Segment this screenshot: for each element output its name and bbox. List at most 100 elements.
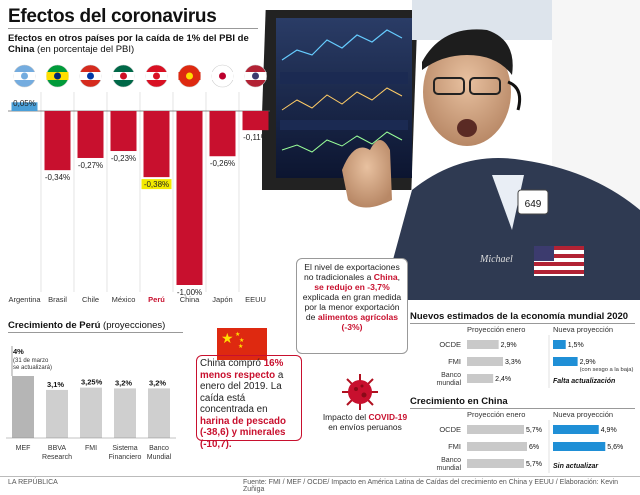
- peru-rule: [8, 332, 183, 333]
- flag-chile: [79, 64, 102, 88]
- value-label: -0,11%: [243, 133, 268, 142]
- bar-nueva-fmi: [553, 442, 606, 451]
- value-label: 5,7%: [526, 427, 542, 434]
- callout-drop: se redujo en -3,7%: [314, 282, 390, 292]
- page-title: Efectos del coronavirus: [8, 6, 217, 27]
- pending-label: Sin actualizar: [553, 463, 599, 470]
- svg-text:★: ★: [235, 331, 240, 338]
- value-label: 3,25%: [81, 378, 103, 387]
- value-label: -0,38%: [144, 180, 169, 189]
- col-header-nueva: Nueva proyección: [553, 410, 613, 419]
- row-label: Banco: [441, 457, 461, 464]
- callout-part2: explicada en gran medida por la menor ex…: [302, 292, 402, 322]
- row-label: OCDE: [439, 425, 461, 434]
- row-label: OCDE: [439, 340, 461, 349]
- flag-emblem: [219, 72, 226, 80]
- callout-china: China: [373, 272, 398, 282]
- bar-enero-banco-mundial: [467, 459, 524, 468]
- china-note-part1: China compró: [200, 358, 264, 369]
- fmi-note: (con sesgo a la baja): [580, 367, 634, 373]
- svg-text:★: ★: [238, 343, 243, 350]
- bar-banco-mundial: [148, 388, 170, 438]
- jacket-name: Michael: [479, 254, 513, 265]
- value-label: 4%: [13, 347, 24, 356]
- row-label: Banco: [441, 372, 461, 379]
- callout-part1: El nivel de exportaciones no tradicional…: [303, 262, 400, 282]
- exports-callout-text: El nivel de exportaciones no tradicional…: [300, 262, 404, 332]
- category-label: Sistema: [112, 445, 137, 452]
- value-label: -0,26%: [210, 159, 235, 168]
- row-label: mundial: [436, 380, 461, 387]
- bar-japón: [209, 111, 236, 157]
- category-label: Chile: [82, 295, 99, 304]
- value-label: 2,4%: [495, 376, 511, 383]
- flag-emblem: [153, 72, 160, 80]
- peru-section-title: Crecimiento de Perú (proyecciones): [8, 320, 165, 331]
- china-flag: ★ ★ ★ ★: [217, 328, 267, 360]
- bar-eeuu: [242, 111, 269, 131]
- value-label: 5,6%: [607, 444, 623, 451]
- category-label: FMI: [85, 445, 97, 452]
- title-rule: [8, 28, 258, 29]
- flag-emblem: [54, 72, 61, 80]
- bar-fmi: [80, 387, 102, 438]
- us-flag-patch: [534, 246, 584, 276]
- trader-photo: 649 Michael: [262, 0, 640, 300]
- bar-china: [176, 111, 203, 285]
- col-header-nueva: Nueva proyección: [553, 325, 613, 334]
- footer-brand: LA REPÚBLICA: [8, 479, 58, 486]
- category-label: Japón: [212, 295, 232, 304]
- bar-nueva-ocde: [553, 425, 599, 434]
- category-label: Research: [42, 454, 72, 461]
- coronavirus-icon: [342, 374, 378, 410]
- bar-brasil: [44, 111, 71, 171]
- value-label: -1,00%: [177, 288, 202, 297]
- flag-perú: [145, 64, 168, 88]
- chart-subtitle: Efectos en otros países por la caída de …: [8, 33, 258, 55]
- flag-emblem: [186, 72, 193, 80]
- badge-number: 649: [525, 199, 542, 210]
- bar-enero-ocde: [467, 340, 499, 349]
- bar-enero-banco-mundial: [467, 374, 494, 383]
- peru-title-bold: Crecimiento de Perú: [8, 320, 101, 331]
- value-label: 4,9%: [601, 427, 617, 434]
- category-label: Perú: [148, 295, 165, 304]
- bar-enero-fmi: [467, 357, 503, 366]
- row-label: FMI: [448, 357, 461, 366]
- china-growth-title: Crecimiento en China: [410, 396, 508, 407]
- value-label: -0,27%: [78, 161, 103, 170]
- bar-sistema-financiero: [114, 388, 136, 438]
- callout-food: alimentos agrícolas (-3%): [317, 312, 399, 332]
- value-label: 1,5%: [568, 342, 584, 349]
- world-outlook-chart: Proyección enero Nueva proyección OCDE 2,9%…: [436, 325, 634, 388]
- footer-source: Fuente: FMI / MEF / OCDE/ Impacto en Amé…: [243, 479, 619, 493]
- bar-enero-ocde: [467, 425, 524, 434]
- flag-emblem: [252, 72, 259, 80]
- svg-text:★: ★: [239, 337, 244, 344]
- world-section-title: Nuevos estimados de la economía mundial …: [410, 311, 629, 322]
- flag-emblem: [21, 72, 28, 80]
- china-note-highlight2: harina de pescado (-38,6) y minerales (-…: [200, 415, 287, 450]
- bar-enero-fmi: [467, 442, 527, 451]
- category-label: Argentina: [8, 295, 41, 304]
- virus-part1: Impacto del: [322, 412, 369, 422]
- pending-label: Falta actualización: [553, 378, 615, 385]
- bar-nueva-ocde: [553, 340, 566, 349]
- virus-part2: en envíos peruanos: [328, 422, 402, 432]
- category-label: Financiero: [109, 454, 142, 461]
- category-label: MEF: [16, 445, 31, 452]
- flag-japón: [211, 64, 234, 88]
- value-label: -0,34%: [45, 173, 70, 182]
- callout-comma: ,: [397, 272, 400, 282]
- china-growth-rule: [410, 408, 635, 409]
- flag-emblem: [120, 72, 127, 80]
- col-header-enero: Proyección enero: [467, 410, 525, 419]
- bar-chile: [77, 111, 104, 158]
- flag-china: [178, 64, 201, 88]
- value-label: 3,2%: [115, 378, 132, 387]
- covid-impact-label: Impacto del COVID-19 en envíos peruanos: [320, 412, 410, 432]
- china-imports-note: China compró 16% menos respecto a enero …: [200, 358, 296, 450]
- mef-note-line1: (31 de marzo: [13, 358, 49, 364]
- value-label: 3,3%: [505, 359, 521, 366]
